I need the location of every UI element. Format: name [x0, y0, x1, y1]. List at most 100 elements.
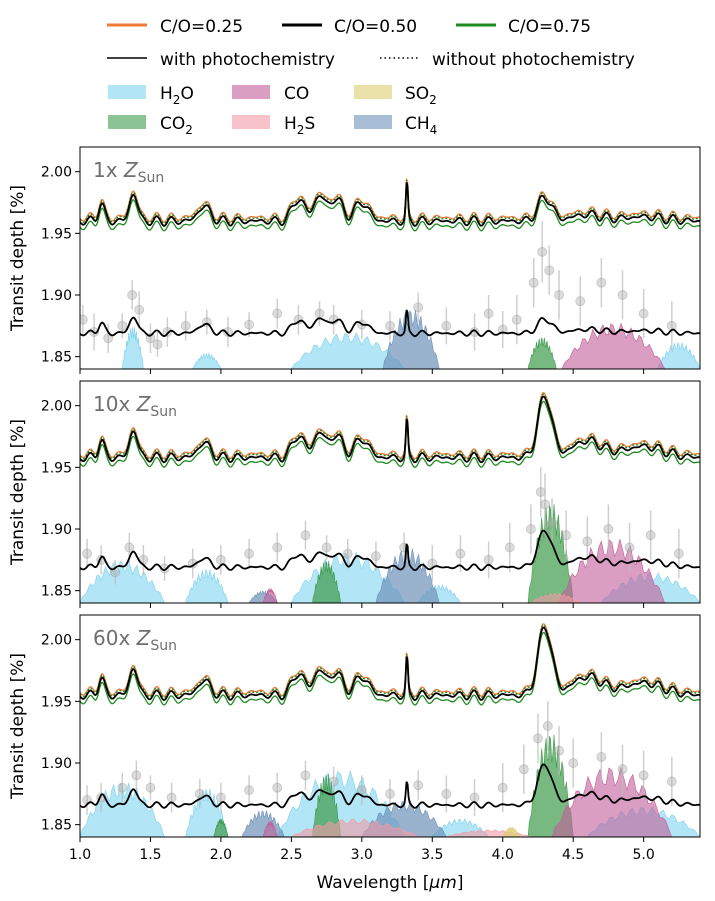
observation-point [469, 327, 480, 337]
model-co050-with [80, 626, 700, 702]
species-band-co2 [213, 818, 229, 837]
observation-point [504, 542, 515, 553]
observation-point [544, 265, 555, 276]
observation-point [124, 542, 135, 553]
panel-label-symbol: Z [136, 626, 152, 650]
species-band-h2o [80, 559, 165, 603]
legend-ch4-swatch [354, 115, 392, 129]
observation-point [554, 290, 565, 300]
model-co075-without [80, 624, 700, 699]
y-tick-label: 1.85 [41, 350, 72, 366]
species-band-ch4 [375, 548, 440, 603]
observation-point [356, 785, 367, 796]
x-tick-label: 3.0 [351, 847, 373, 863]
observation-point [127, 290, 138, 300]
species-band-co2 [527, 337, 557, 369]
species-band-h2s [530, 592, 581, 603]
y-axis-label: Transit depth [%] [8, 185, 28, 332]
observation-point [300, 770, 311, 781]
observation-point [385, 788, 395, 799]
observation-point [117, 320, 128, 331]
observation-point [314, 308, 325, 319]
observation-point [180, 320, 191, 331]
observation-point [532, 733, 543, 744]
species-band-ch4 [382, 309, 440, 369]
observation-point [117, 782, 128, 793]
observation-point [370, 551, 381, 562]
x-tick-label: 2.5 [280, 847, 302, 863]
observation-point [131, 770, 142, 781]
panel-label-prefix: 60x [93, 626, 137, 650]
panel-label-sub: Sun [150, 638, 177, 654]
x-tick-label: 3.5 [421, 847, 443, 863]
observation-point [483, 308, 494, 319]
observation-point [215, 554, 226, 565]
x-tick-label: 4.5 [562, 847, 584, 863]
observation-point [469, 792, 480, 803]
observation-point [673, 548, 684, 559]
legend-co-label: CO [284, 84, 309, 104]
y-tick-label: 2.00 [41, 399, 72, 415]
observation-point [542, 721, 553, 731]
species-band-h2o [657, 342, 700, 369]
legend: C/O=0.25 C/O=0.50 C/O=0.75 with photoche… [107, 17, 635, 137]
species-band-co2 [312, 560, 342, 603]
observation-point [617, 290, 628, 300]
y-tick-label: 1.90 [41, 522, 72, 538]
legend-without-photochem-label: without photochemistry [432, 50, 635, 70]
species-band-co [262, 820, 278, 837]
observation-point [525, 524, 536, 534]
model-co050-reference [80, 529, 700, 572]
observation-point [321, 542, 332, 553]
model-co050-reference [80, 309, 700, 338]
panel-3: 1.85 1.90 1.95 2.00 1.0 1.5 2.0 2.5 3.0 3.5 4.0 4.5… [8, 614, 701, 863]
panel-frame [79, 146, 701, 370]
y-tick-label: 2.00 [41, 633, 72, 649]
observation-point [561, 530, 572, 541]
species-band-h2s [291, 818, 419, 837]
legend-co050-label: C/O=0.50 [334, 17, 417, 37]
x-tick-label: 4.0 [492, 847, 514, 863]
model-co025-with [80, 623, 700, 698]
y-tick-label: 1.90 [41, 756, 72, 772]
y-axis-label: Transit depth [%] [8, 653, 28, 800]
observation-point [103, 333, 114, 344]
panel-label-sub: Sun [138, 170, 165, 186]
observation-point [385, 320, 395, 331]
model-co075-with [80, 187, 700, 232]
x-tick-label: 5.0 [633, 847, 655, 863]
observation-point [537, 246, 548, 257]
observation-point [413, 302, 424, 313]
species-band-h2o [192, 352, 222, 369]
observation-point [215, 792, 226, 803]
species-band-h2o [276, 769, 405, 837]
species-band-co [558, 539, 666, 603]
observation-point [511, 314, 522, 325]
species-band-h2o [185, 568, 229, 603]
observation-point [638, 308, 649, 319]
observation-point [244, 319, 255, 330]
observation-point [603, 524, 614, 534]
legend-co2-label: CO2 [160, 114, 193, 137]
species-band-co2 [527, 504, 574, 603]
observation-point [272, 542, 283, 553]
y-tick-label: 1.85 [41, 818, 72, 834]
observation-point [575, 296, 586, 307]
x-tick-label: 1.0 [69, 847, 91, 863]
legend-co2-swatch [108, 115, 146, 129]
panel-frame [79, 380, 701, 604]
y-tick-label: 1.90 [41, 288, 72, 304]
y-tick-label: 2.00 [41, 165, 72, 181]
model-co050-with [80, 182, 700, 227]
model-co075-without [80, 393, 700, 461]
observation-point [568, 758, 579, 768]
observation-point [272, 308, 283, 319]
plot-area [80, 392, 700, 603]
legend-co025-label: C/O=0.25 [160, 17, 243, 37]
observation-point [497, 782, 508, 793]
observation-point [483, 554, 494, 565]
observation-point [272, 782, 283, 793]
panel-label: 1x ZSun [93, 158, 164, 186]
